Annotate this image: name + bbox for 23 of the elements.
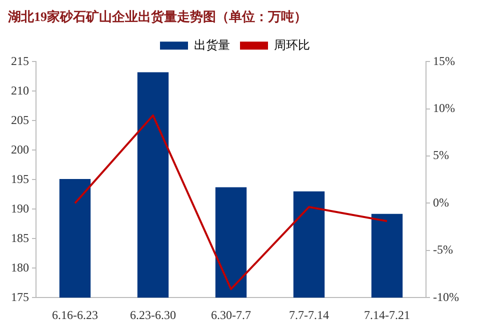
- y-tick-label: 200: [11, 142, 29, 156]
- y-tick-label: 195: [11, 172, 29, 186]
- y2-tick-label: -5%: [433, 242, 454, 257]
- x-tick-label: 7.7-7.14: [289, 308, 330, 322]
- y-tick-label: 175: [11, 290, 29, 304]
- y2-tick-label: 5%: [433, 148, 450, 162]
- y-tick-label: 215: [11, 54, 29, 68]
- y2-tick-label: 10%: [433, 100, 456, 115]
- chart-title: 湖北19家砂石矿山企业出货量走势图（单位：万吨）: [7, 9, 307, 24]
- y-tick-label: 185: [11, 230, 29, 245]
- legend-label: 出货量: [194, 38, 230, 52]
- x-tick-label: 7.14-7.21: [364, 308, 410, 322]
- x-tick-label: 6.23-6.30: [130, 308, 176, 322]
- x-tick-label: 6.30-7.7: [211, 308, 252, 322]
- y2-tick-label: 15%: [433, 54, 456, 68]
- y-tick-label: 180: [11, 260, 29, 274]
- y-tick-label: 210: [11, 83, 29, 98]
- y2-tick-label: 0%: [433, 195, 450, 210]
- y2-tick-label: -10%: [433, 290, 460, 304]
- y-tick-label: 190: [11, 201, 29, 216]
- x-tick-label: 6.16-6.23: [52, 308, 98, 322]
- y-tick-label: 205: [11, 112, 29, 127]
- legend-label: 周环比: [274, 38, 310, 52]
